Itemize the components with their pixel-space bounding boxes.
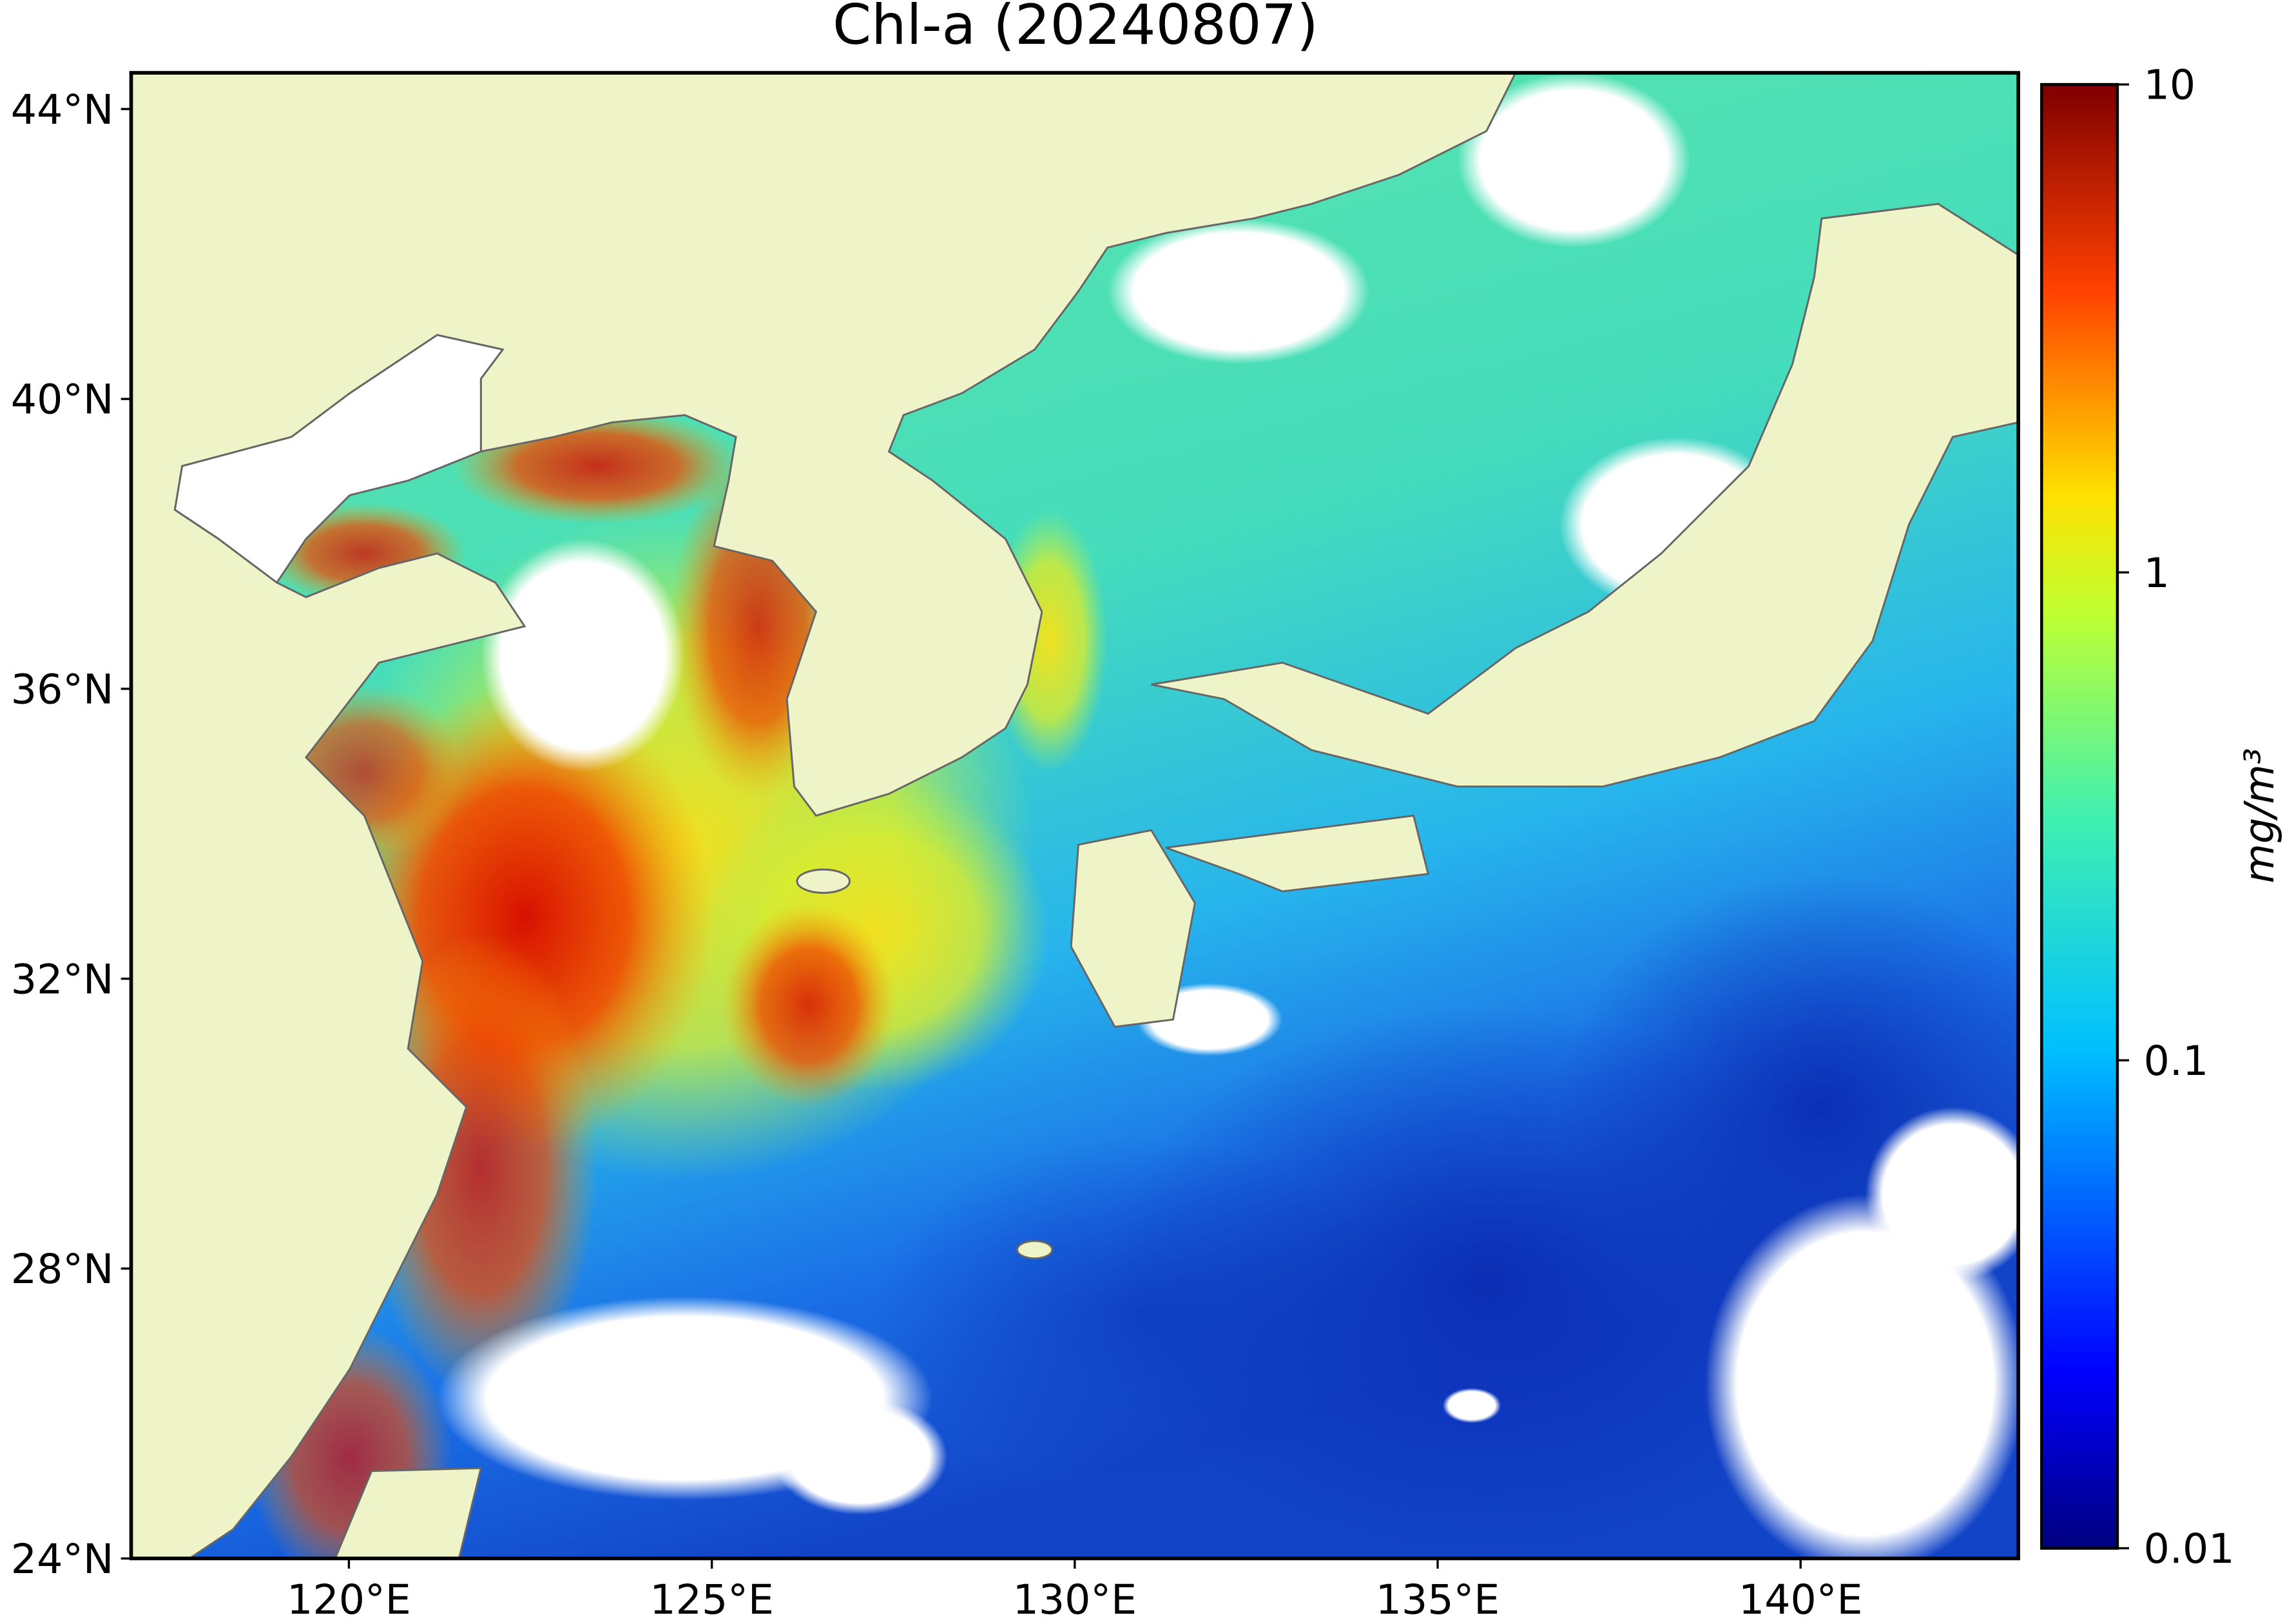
colorbar bbox=[2040, 82, 2119, 1550]
y-tick-label: 36°N bbox=[11, 665, 114, 713]
colorbar-tick-label: 0.1 bbox=[2144, 1037, 2209, 1085]
map-area bbox=[131, 73, 2019, 1559]
island bbox=[1016, 1240, 1054, 1260]
x-tick-label: 125°E bbox=[650, 1576, 774, 1623]
colorbar-tick-label: 10 bbox=[2144, 61, 2196, 109]
oligotrophic-zone bbox=[874, 1136, 1400, 1486]
y-tick-label: 40°N bbox=[11, 376, 114, 423]
x-tick-label: 140°E bbox=[1739, 1576, 1863, 1623]
map-title: Chl-a (20240807) bbox=[833, 0, 1318, 57]
jeju bbox=[796, 868, 851, 894]
cloud bbox=[1457, 73, 1691, 248]
colorbar-label: mg/m³ bbox=[2235, 748, 2283, 884]
y-tick-label: 44°N bbox=[11, 86, 114, 133]
y-tick-label: 24°N bbox=[11, 1535, 114, 1583]
cloud bbox=[481, 539, 685, 772]
bloom-zone bbox=[721, 903, 896, 1107]
bohai-sea bbox=[173, 334, 505, 585]
land bbox=[131, 73, 2019, 1559]
colorbar-tick-label: 0.01 bbox=[2144, 1525, 2235, 1572]
honshu bbox=[1151, 202, 2019, 788]
x-tick-label: 135°E bbox=[1376, 1576, 1500, 1623]
taiwan bbox=[334, 1467, 483, 1559]
y-tick-label: 28°N bbox=[11, 1245, 114, 1293]
y-tick-label: 32°N bbox=[11, 955, 114, 1003]
cloud bbox=[1705, 1194, 2019, 1559]
x-tick-label: 120°E bbox=[287, 1576, 411, 1623]
cloud bbox=[1107, 218, 1370, 365]
cloud bbox=[772, 1398, 947, 1515]
bloom-zone bbox=[364, 932, 598, 1398]
shikoku bbox=[1165, 815, 1430, 893]
x-tick-label: 130°E bbox=[1013, 1576, 1137, 1623]
cloud bbox=[1442, 1387, 1501, 1424]
kyushu bbox=[1070, 829, 1196, 1028]
mainland bbox=[131, 73, 1517, 1559]
colorbar-tick-label: 1 bbox=[2144, 549, 2170, 597]
cloud bbox=[1865, 1107, 2019, 1282]
